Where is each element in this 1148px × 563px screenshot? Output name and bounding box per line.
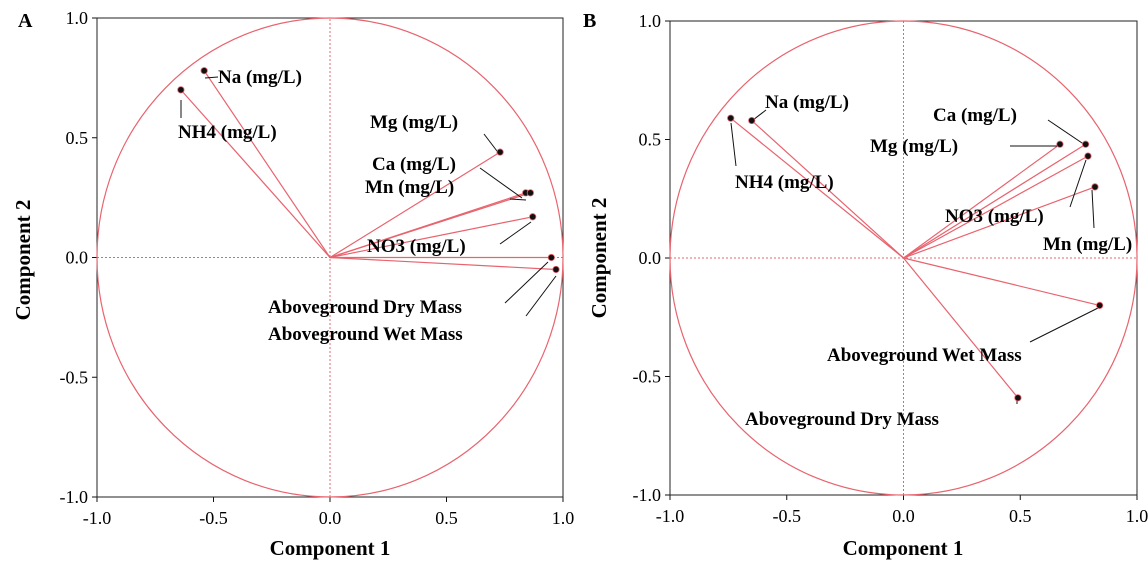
loading-point bbox=[1084, 152, 1092, 160]
loading-point bbox=[1014, 394, 1022, 402]
panel-a-letter: A bbox=[18, 10, 33, 32]
y-tick-label: 0.5 bbox=[639, 130, 662, 150]
label-leader-line bbox=[752, 109, 767, 121]
x-tick-label: -0.5 bbox=[199, 508, 228, 528]
y-tick-label: -0.5 bbox=[633, 367, 662, 387]
panel-a-x-title: Component 1 bbox=[270, 536, 391, 560]
panel-a: A -1.0 -0.5 0.0 0.5 1.0 1.0 0.5 0.0 -0.5 -1.0 Co… bbox=[11, 8, 574, 560]
x-tick-label: 0.0 bbox=[892, 506, 915, 526]
variable-label: Na (mg/L) bbox=[218, 67, 302, 88]
loading-vector bbox=[329, 256, 557, 271]
label-leader-line bbox=[525, 275, 557, 317]
loading-point bbox=[1096, 301, 1104, 309]
loading-point bbox=[1091, 183, 1099, 191]
loading-vector bbox=[903, 155, 1089, 259]
x-tick-label: 0.5 bbox=[1009, 506, 1032, 526]
loading-point bbox=[748, 116, 756, 125]
x-tick-label: -1.0 bbox=[83, 508, 112, 528]
loading-point bbox=[177, 86, 185, 94]
x-tick-label: -1.0 bbox=[656, 506, 685, 526]
loading-vector bbox=[903, 186, 1096, 259]
variable-label: Aboveground Dry Mass bbox=[745, 409, 939, 430]
x-tick-label: 1.0 bbox=[552, 508, 575, 528]
loading-point bbox=[526, 189, 534, 197]
panel-b: B -1.0 -0.5 0.0 0.5 1.0 1.0 0.5 0.0 -0.5 -1.0 Co… bbox=[583, 10, 1148, 560]
panel-b-x-ticks: -1.0 -0.5 0.0 0.5 1.0 bbox=[656, 495, 1148, 526]
variable-label: NO3 (mg/L) bbox=[945, 206, 1044, 227]
variable-label: NO3 (mg/L) bbox=[367, 236, 466, 257]
label-leader-line bbox=[730, 122, 737, 167]
loading-vector bbox=[329, 151, 501, 259]
variable-label: Aboveground Wet Mass bbox=[827, 345, 1022, 366]
y-tick-label: -1.0 bbox=[60, 487, 89, 507]
loading-point bbox=[529, 213, 537, 221]
x-tick-label: 0.5 bbox=[435, 508, 458, 528]
y-tick-label: 1.0 bbox=[639, 11, 662, 31]
label-leader-line bbox=[479, 167, 523, 199]
label-leader-line bbox=[204, 76, 219, 79]
panel-b-letter: B bbox=[583, 10, 596, 32]
loading-vector bbox=[730, 117, 904, 259]
loading-vector bbox=[903, 257, 1019, 399]
y-tick-label: 1.0 bbox=[66, 8, 89, 28]
loading-vector bbox=[903, 143, 1086, 259]
loading-vector bbox=[751, 120, 904, 259]
panel-a-plot-area: Na (mg/L) NH4 (mg/L) Mg (mg/L) Ca (mg/L)Mn … bbox=[96, 17, 564, 498]
loading-point bbox=[727, 114, 735, 122]
loading-vector bbox=[329, 192, 531, 259]
y-tick-label: 0.0 bbox=[639, 248, 662, 268]
variable-label: Mg (mg/L) bbox=[370, 112, 458, 133]
loading-point bbox=[496, 148, 504, 156]
variable-label: Ca (mg/L) bbox=[933, 105, 1017, 126]
label-leader-line bbox=[499, 221, 532, 245]
loading-point bbox=[200, 67, 208, 75]
panel-a-y-title: Component 2 bbox=[11, 200, 35, 321]
variable-label: Aboveground Dry Mass bbox=[268, 297, 462, 318]
variable-label: NH4 (mg/L) bbox=[735, 172, 834, 193]
variable-label: Mg (mg/L) bbox=[870, 136, 958, 157]
variable-label: NH4 (mg/L) bbox=[178, 122, 277, 143]
y-tick-label: 0.5 bbox=[66, 128, 89, 148]
y-tick-label: -1.0 bbox=[633, 485, 662, 505]
panel-a-y-ticks: 1.0 0.5 0.0 -0.5 -1.0 bbox=[60, 8, 97, 507]
loading-point bbox=[552, 265, 560, 274]
x-tick-label: -0.5 bbox=[773, 506, 802, 526]
label-leader-line bbox=[1069, 159, 1087, 208]
variable-label: Mn (mg/L) bbox=[1043, 234, 1132, 255]
panel-b-y-ticks: 1.0 0.5 0.0 -0.5 -1.0 bbox=[633, 11, 670, 505]
panel-b-x-title: Component 1 bbox=[843, 536, 964, 560]
label-leader-line bbox=[1029, 307, 1099, 343]
loading-vector bbox=[180, 89, 331, 258]
loading-point bbox=[1082, 140, 1090, 148]
label-leader-line bbox=[1091, 189, 1095, 229]
loading-vector bbox=[903, 143, 1061, 259]
x-tick-label: 1.0 bbox=[1126, 506, 1148, 526]
panel-b-y-title: Component 2 bbox=[587, 198, 611, 319]
variable-label: Mn (mg/L) bbox=[365, 177, 454, 198]
variable-label: Aboveground Wet Mass bbox=[268, 324, 463, 345]
loading-point bbox=[1056, 140, 1064, 148]
loading-vector bbox=[329, 216, 533, 259]
x-tick-label: 0.0 bbox=[319, 508, 342, 528]
loading-point bbox=[547, 253, 555, 262]
label-leader-line bbox=[509, 198, 527, 201]
panel-a-x-ticks: -1.0 -0.5 0.0 0.5 1.0 bbox=[83, 497, 575, 528]
label-leader-line bbox=[1047, 119, 1086, 146]
label-leader-line bbox=[504, 261, 549, 304]
y-tick-label: -0.5 bbox=[60, 367, 89, 387]
loading-vector bbox=[903, 257, 1100, 306]
loading-vector bbox=[203, 70, 331, 258]
y-tick-label: 0.0 bbox=[66, 248, 89, 268]
panel-b-plot-area: Na (mg/L) NH4 (mg/L) Ca (mg/L) Mg (mg/L) NO3… bbox=[669, 20, 1138, 496]
variable-label: Na (mg/L) bbox=[765, 92, 849, 113]
variable-label: Ca (mg/L) bbox=[372, 154, 456, 175]
